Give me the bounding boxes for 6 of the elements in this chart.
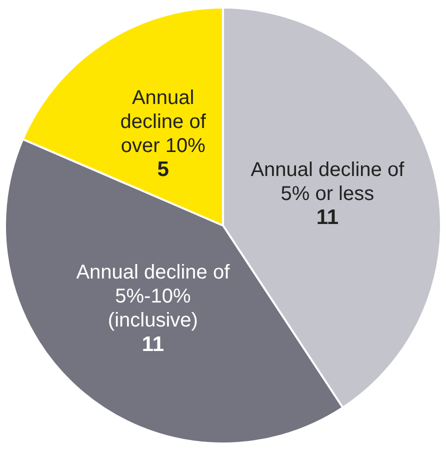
data-label: 11 [142,332,164,356]
slice-label: Annual decline of 5%-10% (inclusive) [76,262,230,332]
data-label: 11 [316,206,339,230]
slice-label: Annual decline of 5% or less [250,158,405,205]
slice-label: Annual decline of over 10% [120,86,206,157]
data-label: 5 [157,158,170,182]
